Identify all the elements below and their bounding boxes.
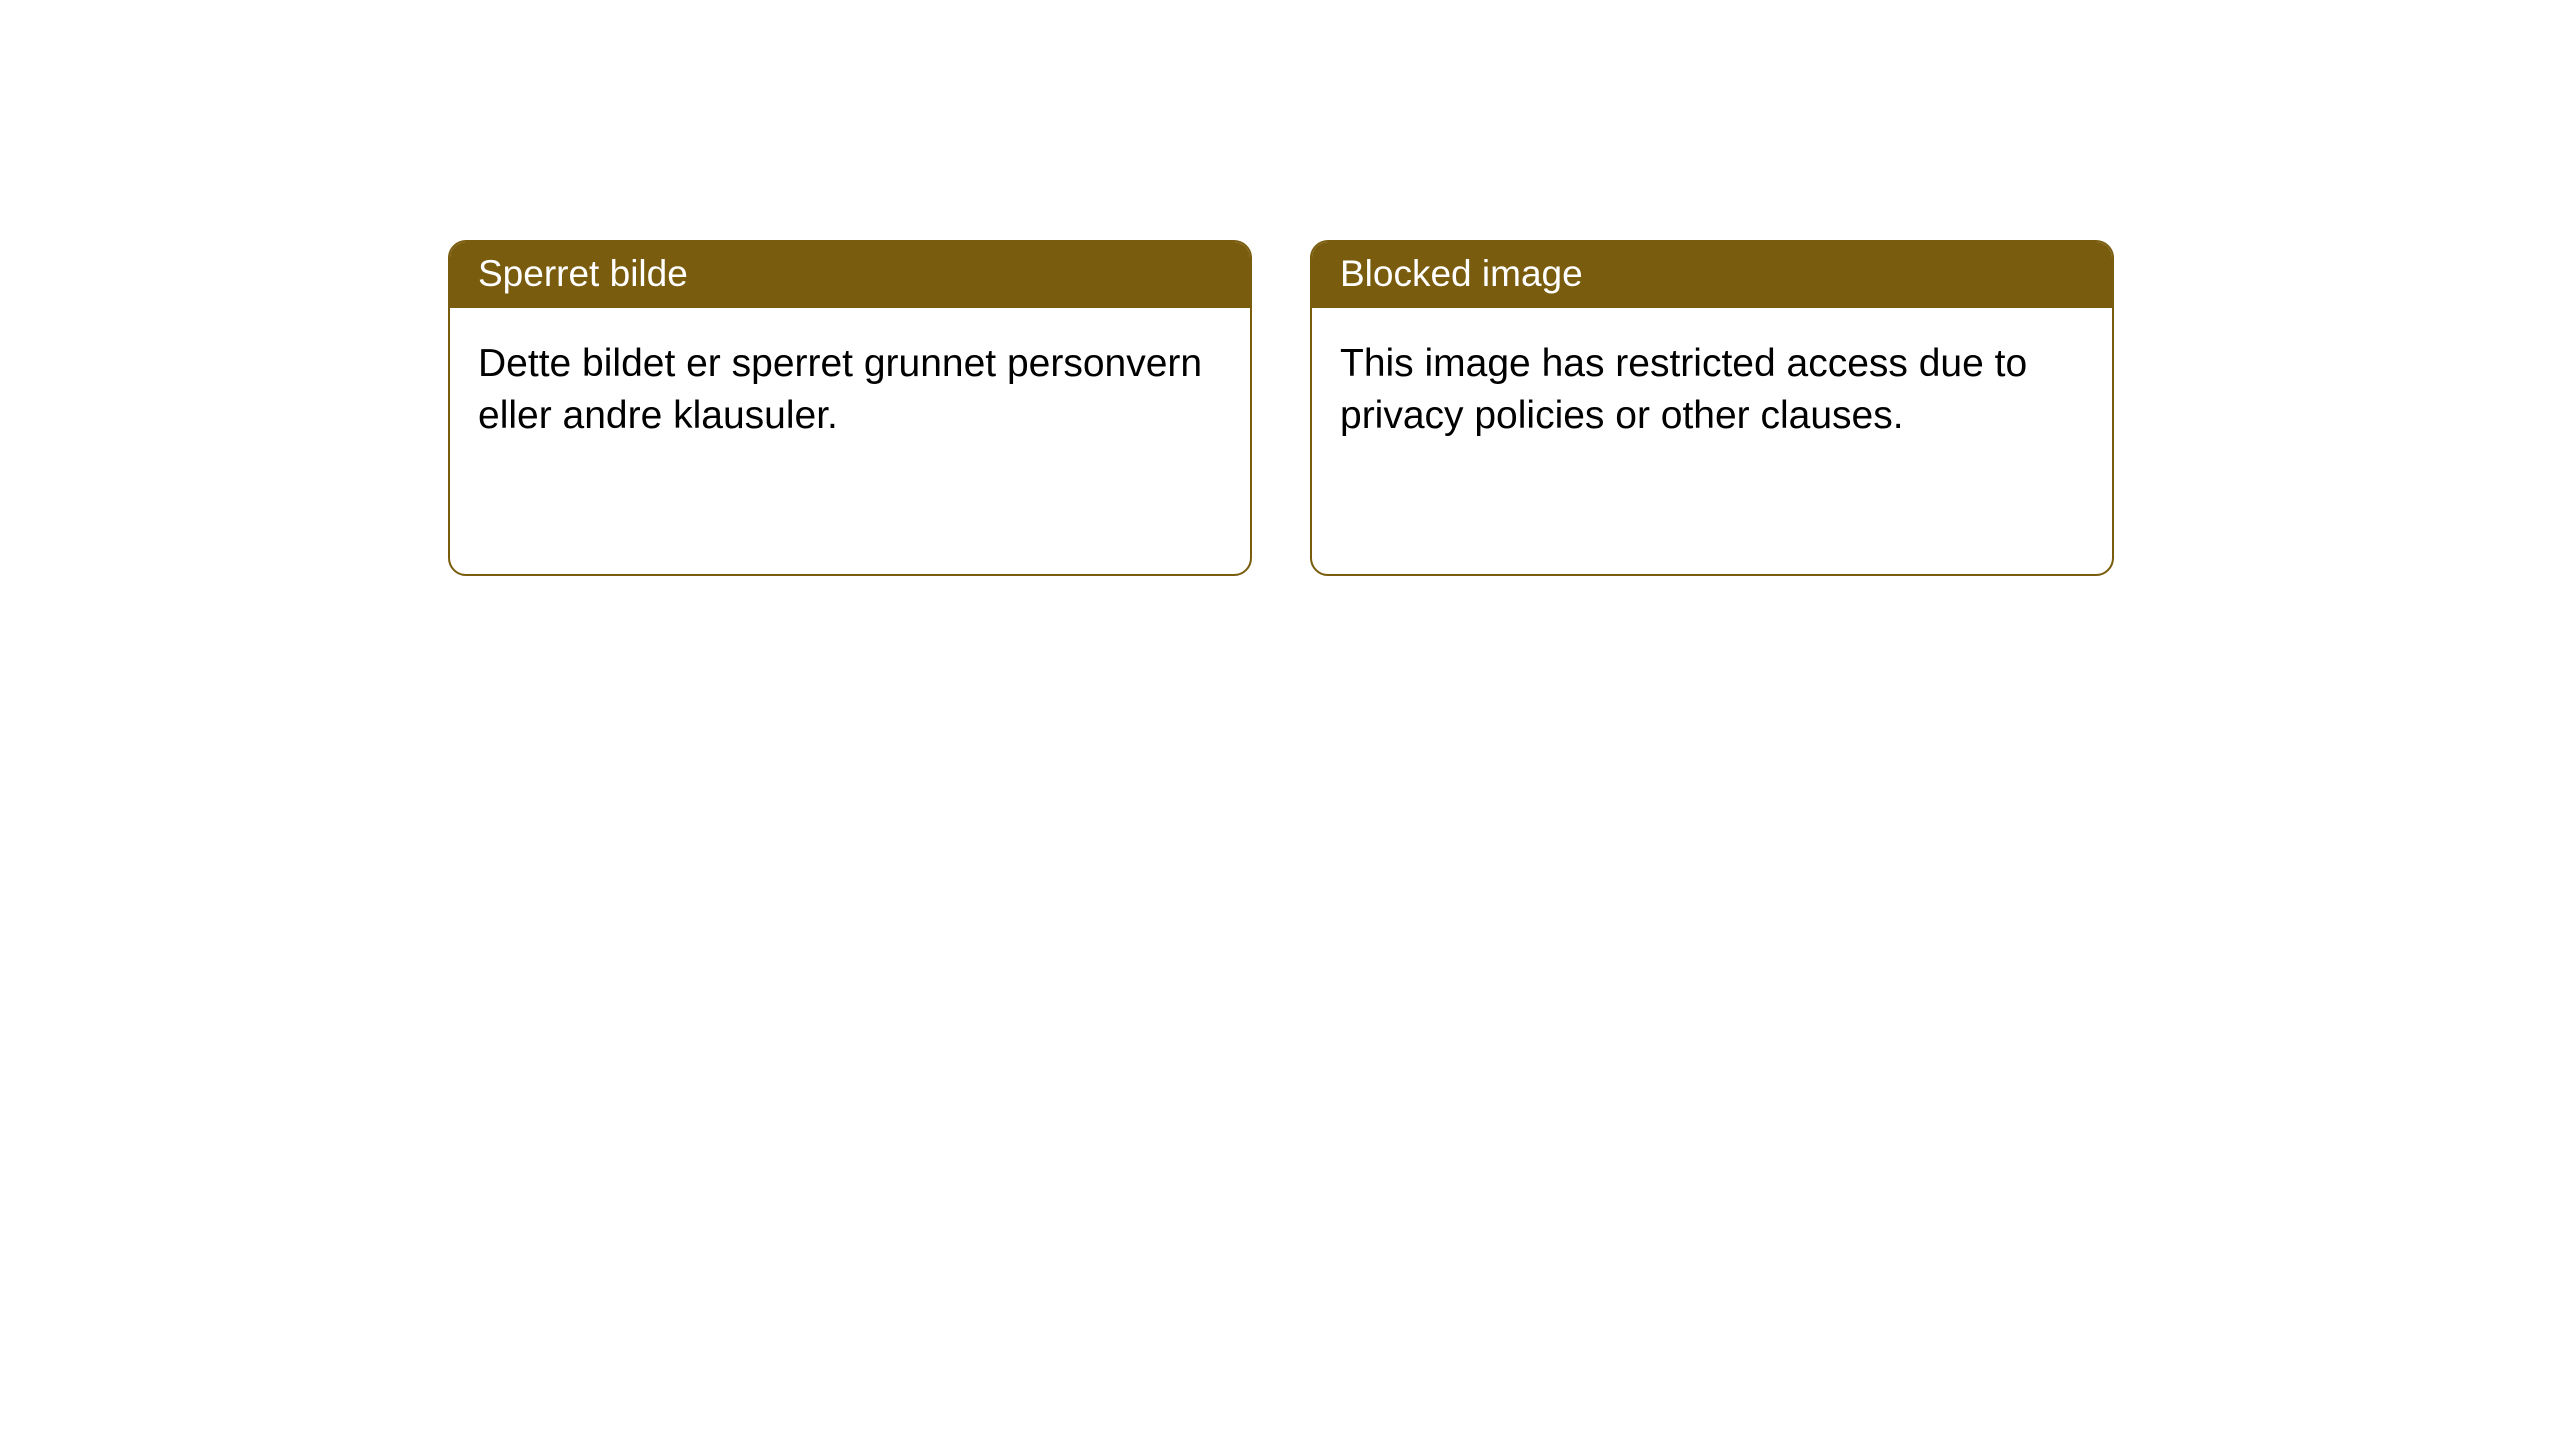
notice-body: This image has restricted access due to … <box>1312 308 2112 471</box>
notice-header: Blocked image <box>1312 242 2112 308</box>
notice-container: Sperret bilde Dette bildet er sperret gr… <box>448 240 2114 576</box>
notice-card-english: Blocked image This image has restricted … <box>1310 240 2114 576</box>
notice-header: Sperret bilde <box>450 242 1250 308</box>
notice-body: Dette bildet er sperret grunnet personve… <box>450 308 1250 471</box>
notice-card-norwegian: Sperret bilde Dette bildet er sperret gr… <box>448 240 1252 576</box>
